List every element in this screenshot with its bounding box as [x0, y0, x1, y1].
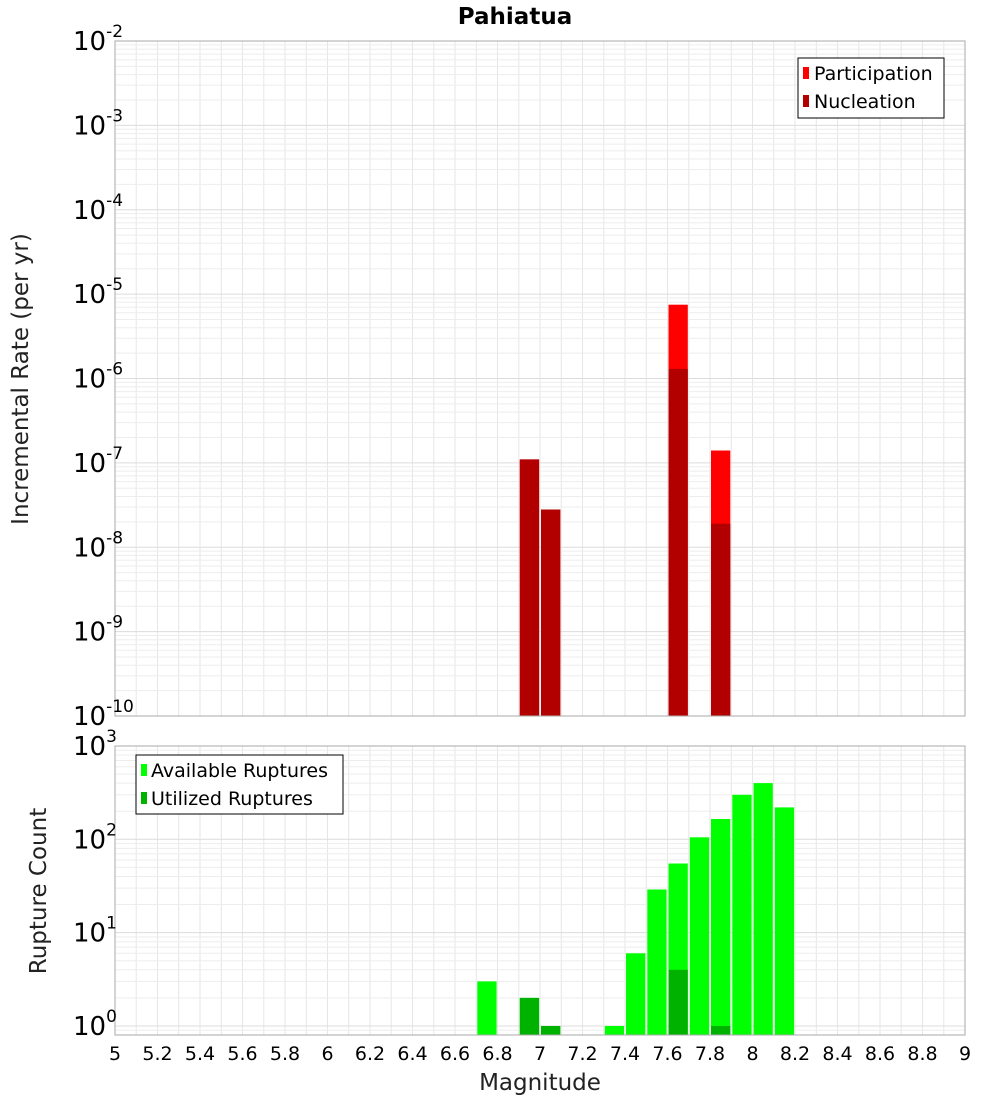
x-axis-label: Magnitude — [479, 1070, 601, 1096]
x-tick-label: 9 — [959, 1043, 971, 1065]
legend-swatch-available — [141, 764, 147, 776]
x-tick-label: 6.4 — [397, 1043, 427, 1065]
bottom-bar-available-ruptures — [753, 783, 773, 1035]
top-bar-nucleation — [711, 523, 731, 716]
x-tick-label: 8.8 — [907, 1043, 937, 1065]
bottom-bar-utilized-ruptures — [541, 1026, 561, 1035]
bottom-bar-utilized-ruptures — [519, 997, 540, 1035]
top-y-tick-label: 10-8 — [73, 528, 123, 563]
legend-swatch-nucleation — [803, 95, 809, 107]
bottom-bar-utilized-ruptures — [668, 969, 688, 1035]
bottom-bar-available-ruptures — [689, 837, 710, 1035]
top-y-tick-label: 10-5 — [73, 275, 123, 310]
top-y-tick-label: 10-3 — [73, 106, 123, 141]
bottom-y-axis-label: Rupture Count — [26, 808, 52, 974]
bottom-y-tick-labels: 100 101 102 103 — [73, 727, 117, 1042]
top-y-tick-label: 10-7 — [73, 444, 123, 479]
legend-swatch-utilized — [141, 792, 147, 804]
x-tick-label: 8.6 — [865, 1043, 895, 1065]
legend-swatch-participation — [803, 67, 809, 79]
top-y-tick-labels: 10-10 10-9 10-8 10-7 10-6 10-5 10-4 10-3 10-2 — [73, 22, 134, 732]
x-tick-labels: 5 5.2 5.4 5.6 5.8 6 6.2 6.4 6.6 6.8 7 7.2 7.4 7.6 7.8 8… — [109, 1043, 971, 1065]
chart-title: Pahiatua — [458, 4, 572, 30]
x-tick-label: 5 — [109, 1043, 121, 1065]
bottom-y-tick-label: 103 — [73, 727, 117, 762]
x-tick-label: 7.6 — [652, 1043, 682, 1065]
x-tick-label: 6 — [321, 1043, 333, 1065]
bottom-bar-available-ruptures — [774, 807, 795, 1035]
legend-label-nucleation: Nucleation — [814, 91, 916, 113]
x-tick-label: 7.2 — [567, 1043, 597, 1065]
bottom-bar-available-ruptures — [647, 889, 667, 1035]
bottom-bar-available-ruptures — [604, 1026, 625, 1035]
x-tick-label: 7.4 — [610, 1043, 640, 1065]
bottom-plot-border — [114, 745, 966, 1036]
x-tick-label: 6.6 — [440, 1043, 470, 1065]
bottom-y-tick-label: 101 — [73, 914, 117, 949]
bottom-legend: Available Ruptures Utilized Ruptures — [135, 754, 344, 815]
top-bar-nucleation — [541, 509, 561, 716]
x-tick-label: 5.8 — [270, 1043, 300, 1065]
bottom-bars — [477, 783, 795, 1035]
x-tick-label: 5.4 — [185, 1043, 215, 1065]
x-tick-label: 8 — [746, 1043, 758, 1065]
bottom-y-tick-label: 102 — [73, 820, 117, 855]
bottom-bar-available-ruptures — [626, 953, 646, 1035]
bottom-y-tick-label: 100 — [73, 1007, 117, 1042]
top-y-tick-label: 10-9 — [73, 613, 123, 648]
bottom-legend-box — [135, 754, 344, 815]
x-tick-label: 5.2 — [142, 1043, 172, 1065]
x-tick-label: 8.2 — [780, 1043, 810, 1065]
x-tick-label: 6.2 — [355, 1043, 385, 1065]
top-plot-border — [114, 40, 966, 717]
bottom-bar-available-ruptures — [477, 981, 497, 1035]
legend-label-available: Available Ruptures — [151, 760, 328, 782]
top-y-tick-label: 10-4 — [73, 191, 123, 226]
top-y-axis-label: Incremental Rate (per yr) — [8, 233, 34, 525]
top-bar-nucleation — [668, 368, 688, 716]
top-gridlines — [114, 40, 966, 717]
top-y-tick-label: 10-6 — [73, 360, 123, 395]
bottom-bar-available-ruptures — [711, 819, 731, 1035]
bottom-bar-utilized-ruptures — [711, 1026, 731, 1035]
x-tick-label: 5.6 — [227, 1043, 257, 1065]
bottom-bar-available-ruptures — [732, 794, 752, 1035]
legend-label-participation: Participation — [814, 63, 933, 85]
top-y-tick-label: 10-2 — [73, 22, 123, 57]
top-legend: Participation Nucleation — [797, 57, 945, 119]
top-y-tick-label: 10-10 — [73, 697, 134, 732]
top-bars — [519, 304, 731, 716]
x-tick-label: 6.8 — [482, 1043, 512, 1065]
top-legend-box — [797, 57, 945, 119]
top-bar-nucleation — [519, 459, 540, 716]
x-tick-label: 7.8 — [695, 1043, 725, 1065]
legend-label-utilized: Utilized Ruptures — [151, 788, 313, 810]
x-tick-label: 8.4 — [822, 1043, 852, 1065]
x-tick-label: 7 — [534, 1043, 546, 1065]
